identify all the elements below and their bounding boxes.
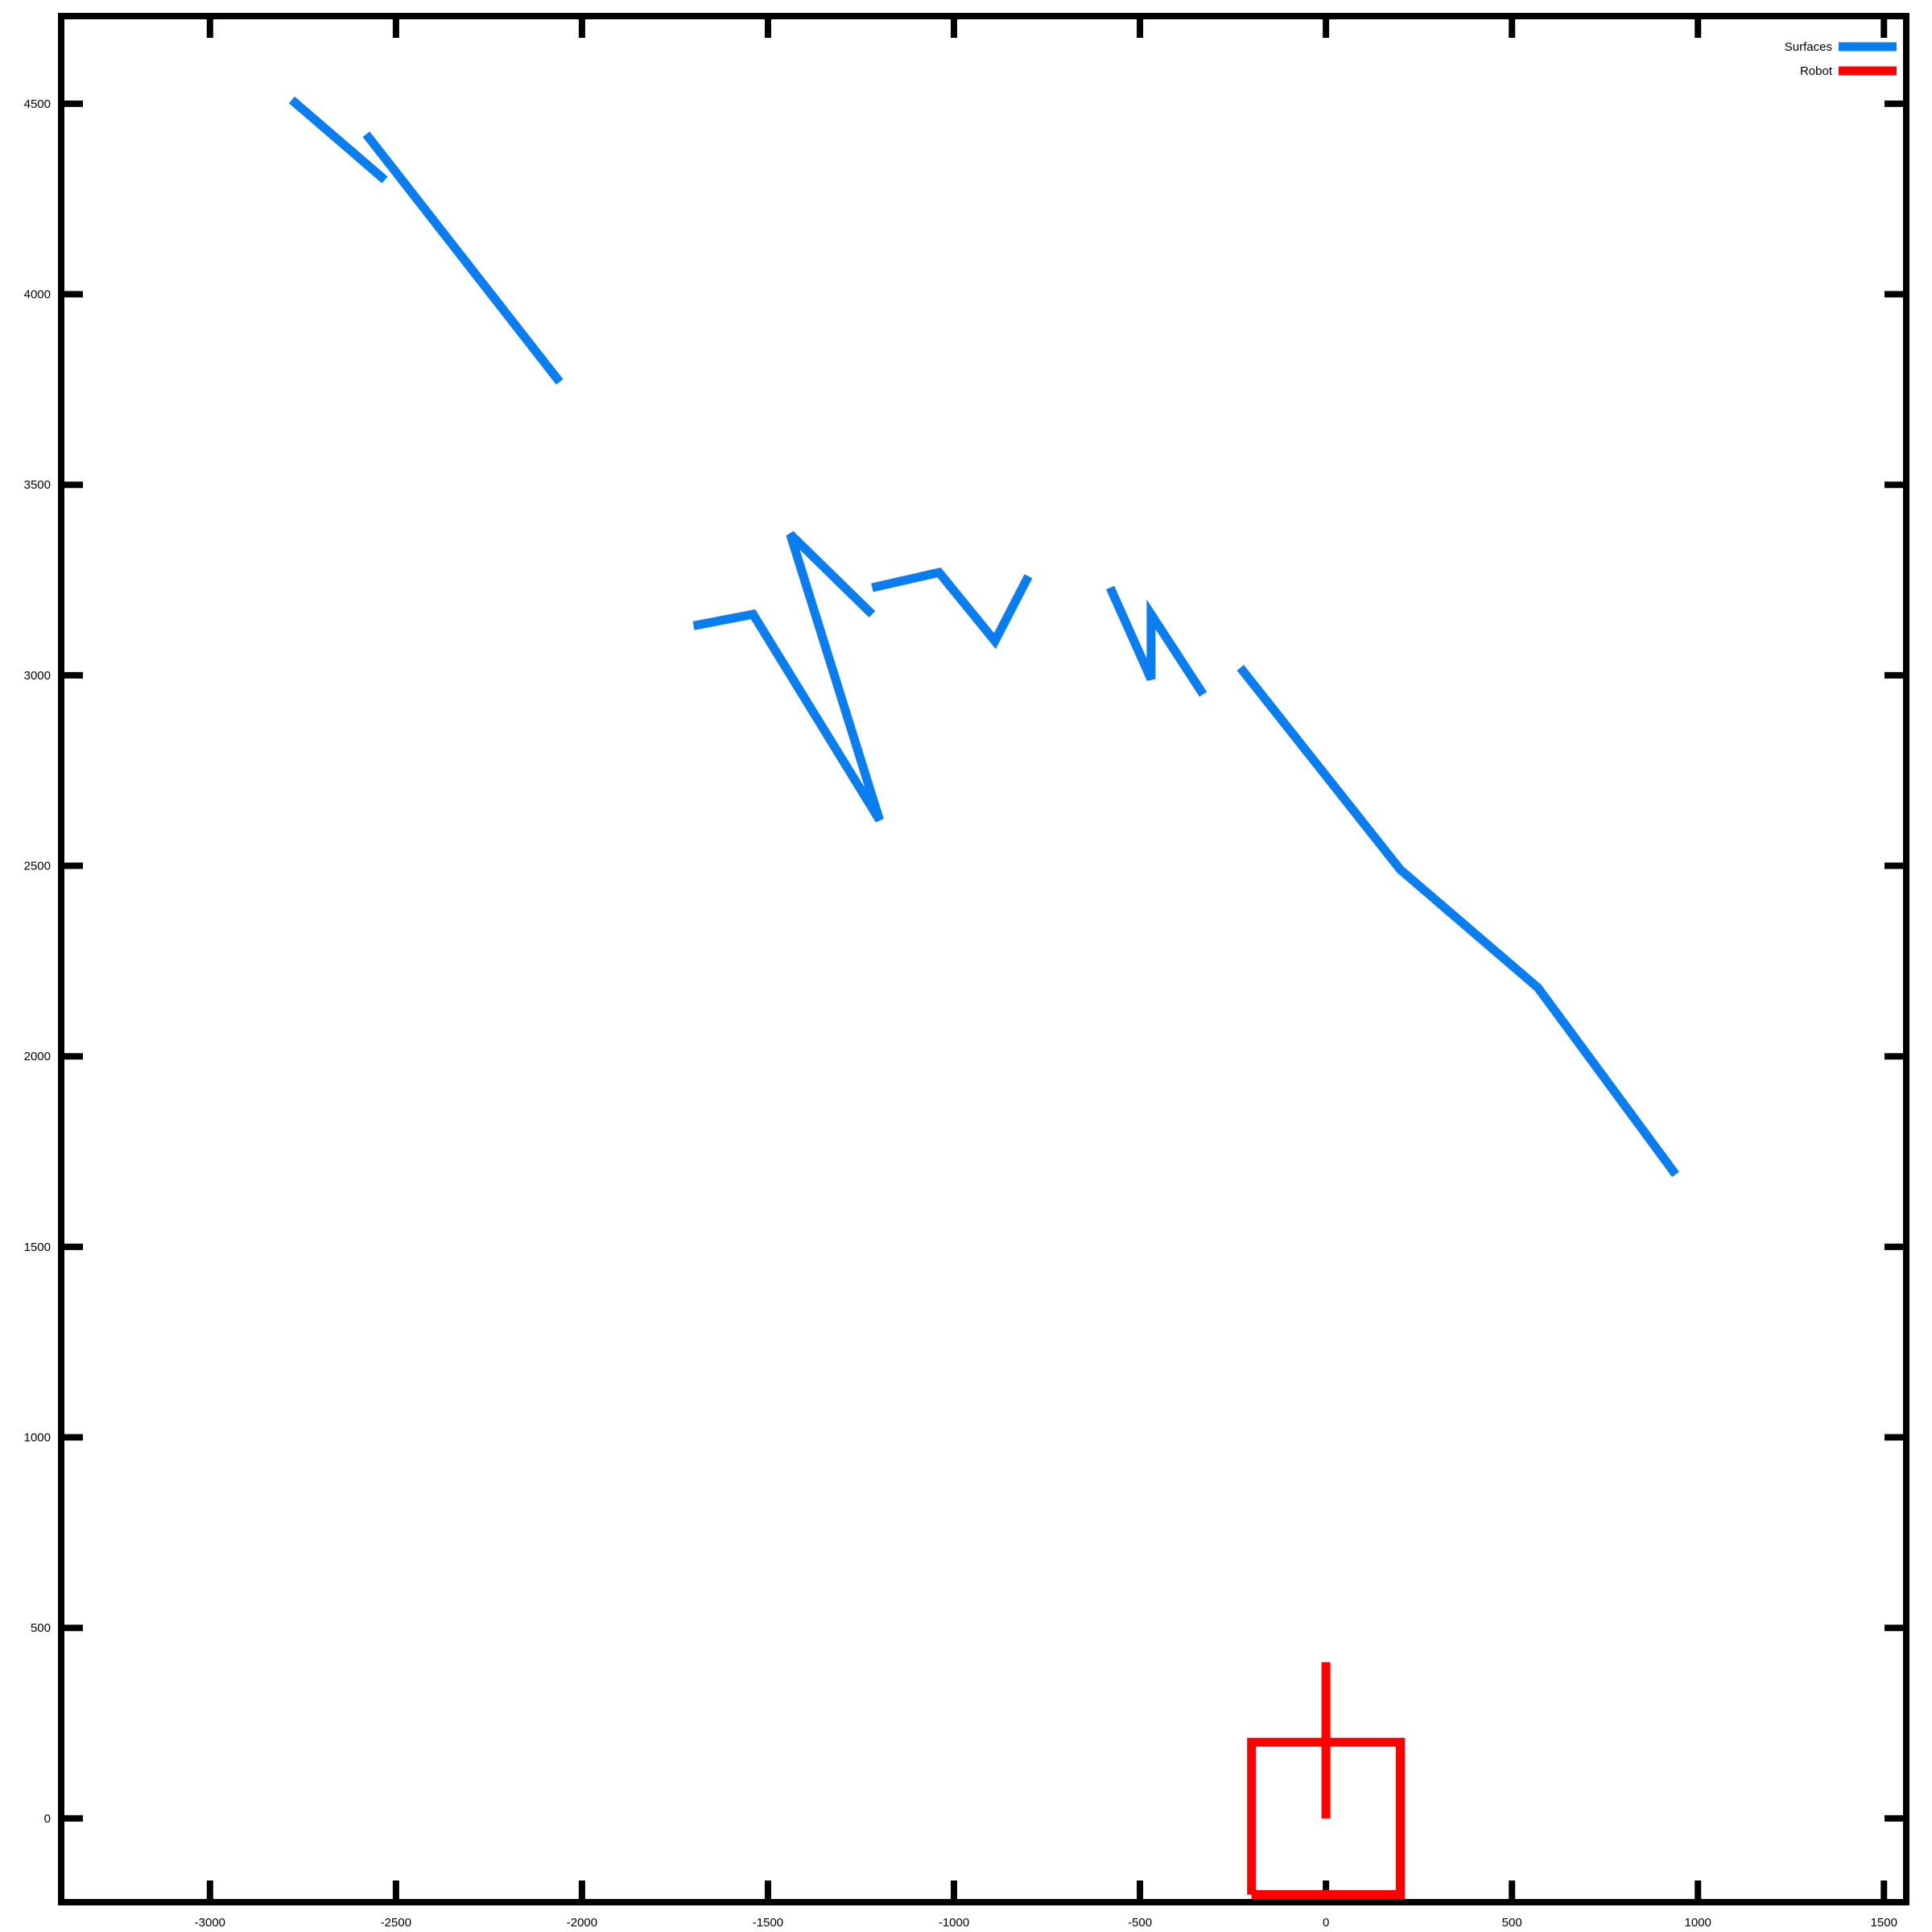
y-tick-label: 2500 [24, 860, 51, 873]
x-tick-label: -2000 [567, 1916, 597, 1930]
x-tick-label: -1500 [753, 1916, 783, 1930]
surfaces-line [692, 530, 884, 823]
y-tick-label: 3500 [24, 478, 51, 492]
surfaces-line [362, 131, 564, 385]
series-robot [1247, 1662, 1405, 1899]
y-axis-tick-labels: 0 500 1000 1500 2000 2500 3000 3500 4000 4500 [24, 97, 51, 1826]
legend-label: Robot [1800, 64, 1833, 78]
x-tick-label: 0 [1323, 1916, 1329, 1930]
x-tick-label: -2500 [381, 1916, 411, 1930]
legend-item-robot: Robot [1800, 64, 1897, 78]
x-tick-label: -1000 [939, 1916, 969, 1930]
surfaces-line [288, 96, 388, 184]
x-tick-label: -500 [1128, 1916, 1152, 1930]
x-axis-tick-labels: -3000 -2500 -2000 -1500 -1000 -500 0 500 1000 150… [195, 1916, 1897, 1930]
x-tick-label: 1500 [1871, 1916, 1897, 1930]
series-surfaces [288, 96, 1679, 1178]
y-tick-label: 500 [31, 1621, 51, 1635]
y-tick-label: 3000 [24, 669, 51, 683]
y-tick-label: 4500 [24, 97, 51, 111]
surfaces-line [1236, 664, 1679, 1178]
legend-item-surfaces: Surfaces [1785, 40, 1897, 54]
y-tick-label: 4000 [24, 288, 51, 302]
surfaces-line [1106, 585, 1208, 697]
y-tick-label: 1500 [24, 1241, 51, 1254]
plot-area [58, 13, 1909, 1905]
x-tick-label: 500 [1502, 1916, 1522, 1930]
y-tick-label: 0 [44, 1812, 51, 1826]
y-tick-label: 2000 [24, 1050, 51, 1063]
x-tick-label: -3000 [195, 1916, 225, 1930]
series-layer [288, 96, 1679, 1899]
y-tick-label: 1000 [24, 1431, 51, 1445]
legend-label: Surfaces [1785, 40, 1832, 54]
x-tick-label: 1000 [1685, 1916, 1711, 1930]
surfaces-line [871, 567, 1033, 650]
robot-line [1247, 1737, 1405, 1899]
legend: Surfaces Robot [1785, 40, 1897, 78]
